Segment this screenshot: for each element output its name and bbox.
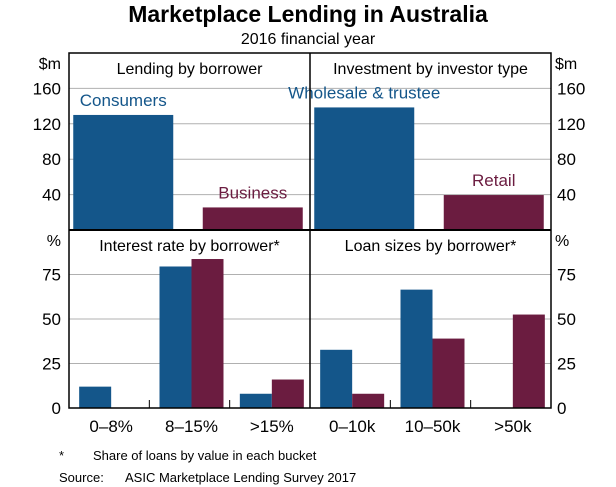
y-tick-label: 120 xyxy=(557,115,585,134)
bar xyxy=(79,386,112,408)
y-axis-unit: % xyxy=(555,233,569,250)
source-text: ASIC Marketplace Lending Survey 2017 xyxy=(125,470,356,485)
bar xyxy=(239,393,272,408)
y-tick-label: 80 xyxy=(42,150,61,169)
panel-title: Interest rate by borrower* xyxy=(99,238,280,255)
chart-title: Marketplace Lending in Australia xyxy=(128,1,488,27)
y-axis-unit: $m xyxy=(555,56,577,73)
y-tick-label: 50 xyxy=(42,310,61,329)
y-axis-unit: % xyxy=(47,233,61,250)
bar xyxy=(443,195,544,230)
x-tick-label: 0–8% xyxy=(89,417,132,436)
footnote-marker: * xyxy=(59,448,64,463)
x-tick-label: 10–50k xyxy=(405,417,461,436)
bar xyxy=(314,107,415,230)
bar xyxy=(320,349,353,408)
x-tick-label: >15% xyxy=(250,417,294,436)
y-tick-label: 75 xyxy=(557,266,576,285)
chart-subtitle: 2016 financial year xyxy=(241,31,376,48)
bar xyxy=(271,379,304,408)
bar xyxy=(400,289,433,408)
bar xyxy=(191,259,224,408)
x-tick-label: 0–10k xyxy=(329,417,376,436)
bar xyxy=(202,207,303,230)
y-tick-label: 80 xyxy=(557,150,576,169)
source-label: Source: xyxy=(59,470,104,485)
x-tick-label: >50k xyxy=(494,417,532,436)
y-tick-label: 25 xyxy=(42,355,61,374)
panel-title: Loan sizes by borrower* xyxy=(345,238,517,255)
bar-label: Business xyxy=(218,183,287,202)
x-tick-label: 8–15% xyxy=(165,417,218,436)
bar-label: Retail xyxy=(472,171,515,190)
bar xyxy=(159,266,192,408)
y-tick-label: 160 xyxy=(33,79,61,98)
y-tick-label: 40 xyxy=(557,186,576,205)
y-tick-label: 0 xyxy=(557,399,566,418)
y-tick-label: 75 xyxy=(42,266,61,285)
bar xyxy=(352,393,385,408)
y-tick-label: 120 xyxy=(33,115,61,134)
y-tick-label: 50 xyxy=(557,310,576,329)
bar xyxy=(73,114,174,230)
y-axis-unit: $m xyxy=(39,56,61,73)
panel-title: Lending by borrower xyxy=(117,61,264,78)
y-tick-label: 25 xyxy=(557,355,576,374)
bar-label: Wholesale & trustee xyxy=(288,83,440,102)
bar xyxy=(432,338,465,408)
y-tick-label: 160 xyxy=(557,79,585,98)
panel-title: Investment by investor type xyxy=(333,61,528,78)
y-tick-label: 0 xyxy=(52,399,61,418)
y-tick-label: 40 xyxy=(42,186,61,205)
bar-label: Consumers xyxy=(80,91,167,110)
footnote-text: Share of loans by value in each bucket xyxy=(93,448,317,463)
bar xyxy=(512,314,545,408)
